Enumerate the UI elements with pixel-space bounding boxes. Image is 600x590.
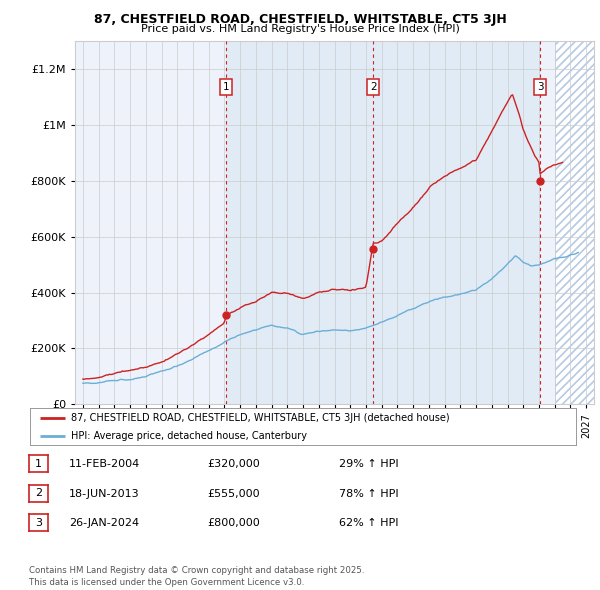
Text: Contains HM Land Registry data © Crown copyright and database right 2025.
This d: Contains HM Land Registry data © Crown c… xyxy=(29,566,364,587)
Text: HPI: Average price, detached house, Canterbury: HPI: Average price, detached house, Cant… xyxy=(71,431,307,441)
Text: 87, CHESTFIELD ROAD, CHESTFIELD, WHITSTABLE, CT5 3JH (detached house): 87, CHESTFIELD ROAD, CHESTFIELD, WHITSTA… xyxy=(71,414,449,423)
Text: £800,000: £800,000 xyxy=(207,519,260,528)
Bar xyxy=(226,41,373,404)
Text: 18-JUN-2013: 18-JUN-2013 xyxy=(69,489,140,499)
Bar xyxy=(554,41,594,404)
Text: 3: 3 xyxy=(35,518,42,527)
Text: 1: 1 xyxy=(223,81,229,91)
Text: 11-FEB-2004: 11-FEB-2004 xyxy=(69,460,140,469)
Text: £320,000: £320,000 xyxy=(207,460,260,469)
Text: 78% ↑ HPI: 78% ↑ HPI xyxy=(339,489,398,499)
Text: 2: 2 xyxy=(35,489,42,498)
Text: 62% ↑ HPI: 62% ↑ HPI xyxy=(339,519,398,528)
Text: 87, CHESTFIELD ROAD, CHESTFIELD, WHITSTABLE, CT5 3JH: 87, CHESTFIELD ROAD, CHESTFIELD, WHITSTA… xyxy=(94,13,506,26)
Text: 29% ↑ HPI: 29% ↑ HPI xyxy=(339,460,398,469)
Text: £555,000: £555,000 xyxy=(207,489,260,499)
Text: 26-JAN-2024: 26-JAN-2024 xyxy=(69,519,139,528)
Text: 2: 2 xyxy=(370,81,377,91)
Bar xyxy=(373,41,540,404)
Text: 1: 1 xyxy=(35,459,42,468)
Text: 3: 3 xyxy=(537,81,544,91)
Text: Price paid vs. HM Land Registry's House Price Index (HPI): Price paid vs. HM Land Registry's House … xyxy=(140,24,460,34)
